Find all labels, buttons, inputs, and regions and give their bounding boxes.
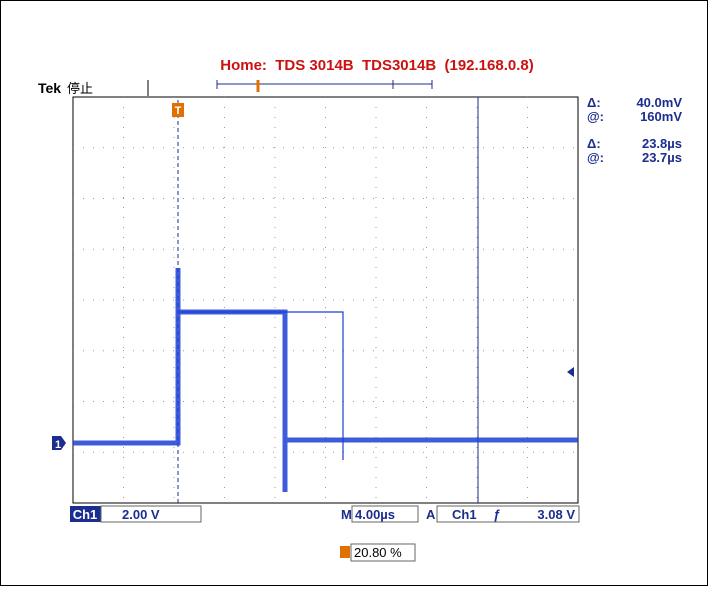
graticule: [72, 96, 579, 504]
readout-label: Δ:: [587, 136, 601, 151]
channel-marker-label: 1: [55, 439, 61, 451]
trigger-level: 3.08 V: [537, 507, 575, 522]
trigger-source: Ch1: [452, 507, 477, 522]
trigger-prefix: A: [426, 507, 436, 522]
waveform: [73, 268, 578, 492]
time-per-div: 4.00µs: [355, 507, 395, 522]
state: 停止: [67, 81, 93, 96]
trigger-marker: T: [172, 103, 184, 117]
time-prefix: M: [341, 507, 352, 522]
trigger-position: 20.80 %: [354, 545, 402, 560]
readout-value: 23.8µs: [642, 136, 682, 151]
channel-marker: 1: [52, 436, 66, 451]
trigger-slope: ƒ: [493, 507, 500, 522]
level-arrow: [567, 367, 574, 377]
trigger-marker-label: T: [175, 105, 182, 117]
title: Home: TDS 3014B TDS3014B (192.168.0.8): [220, 57, 533, 74]
volts-per-div: 2.00 V: [122, 507, 160, 522]
readouts: Δ: 40.0mV @: 160mV Δ: 23.8µs @: 23.7µs: [587, 95, 682, 165]
readout-value: 160mV: [640, 109, 682, 124]
brand: Tek: [38, 80, 61, 96]
footer: Ch1 2.00 V M 4.00µs A Ch1 ƒ 3.08 V 20.80…: [70, 505, 580, 562]
readout-label: Δ:: [587, 95, 601, 110]
readout-value: 40.0mV: [636, 95, 682, 110]
record-bar: [216, 80, 433, 92]
readout-label: @:: [587, 109, 604, 124]
readout-value: 23.7µs: [642, 150, 682, 165]
channel: Ch1: [73, 507, 98, 522]
readout-label: @:: [587, 150, 604, 165]
